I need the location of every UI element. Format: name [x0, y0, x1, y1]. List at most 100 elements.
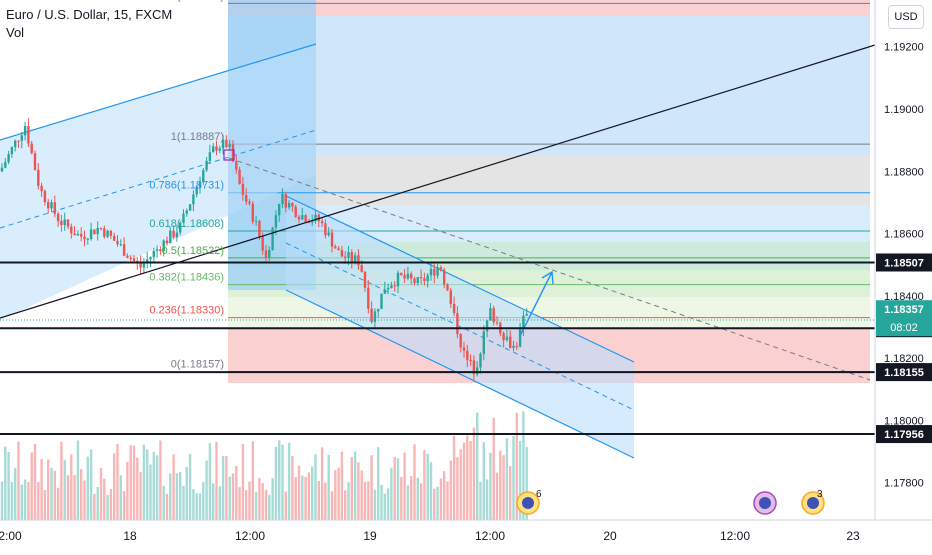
candle-body: [301, 215, 304, 220]
volume-bar: [400, 477, 403, 520]
volume-bar: [76, 440, 80, 520]
volume-bar: [456, 457, 459, 520]
volume-bar: [459, 449, 462, 520]
volume-bar: [410, 476, 413, 520]
candle-body: [142, 263, 146, 268]
candle-body: [502, 333, 505, 341]
candle-body: [400, 272, 403, 275]
candle-body: [132, 258, 136, 261]
volume-bar: [509, 466, 512, 520]
volume-bar: [7, 452, 10, 520]
volume-bar: [212, 483, 215, 520]
volume-bar: [281, 444, 284, 520]
price-tick-label: 1.19000: [884, 104, 924, 116]
volume-bar: [70, 454, 73, 520]
candle-body: [185, 210, 188, 214]
candle-body: [119, 244, 122, 246]
volume-bar: [132, 445, 136, 520]
volume-bar: [27, 482, 30, 520]
volume-bar: [83, 480, 86, 520]
candle-body: [218, 148, 221, 151]
candle-body: [159, 249, 162, 252]
ascending-channel-fill: [0, 44, 316, 320]
volume-bar: [413, 444, 416, 520]
event-badges[interactable]: 6 3: [516, 489, 825, 515]
candle-body: [202, 170, 205, 183]
volume-bar: [175, 473, 179, 520]
candle-body: [370, 308, 373, 322]
volume-bar: [429, 462, 433, 520]
volume-bar: [139, 472, 142, 520]
volume-bar: [476, 412, 479, 520]
volume-bar: [261, 483, 264, 520]
candle-body: [459, 334, 462, 348]
time-tick-label: 18: [123, 529, 137, 543]
candle-body: [367, 287, 370, 309]
candle-body: [126, 255, 129, 258]
candle-body: [489, 308, 492, 321]
volume-bar: [43, 490, 47, 520]
fib-level-label: 0(1.18157): [171, 358, 224, 370]
currency-button[interactable]: USD: [888, 5, 924, 29]
candle-body: [320, 221, 324, 224]
volume-bar: [119, 475, 122, 520]
key-level-axis-tag: [876, 253, 932, 272]
candle-body: [452, 303, 456, 314]
volume-bar: [274, 446, 278, 520]
volume-bar: [357, 462, 360, 520]
candle-body: [350, 252, 353, 262]
volume-bar: [218, 486, 221, 520]
volume-bar: [10, 482, 14, 520]
symbol-title[interactable]: Euro / U.S. Dollar, 15, FXCM: [6, 7, 173, 22]
candle-body: [482, 331, 485, 354]
volume-bar: [406, 485, 410, 520]
volume-bar: [347, 482, 350, 520]
time-tick-label: 2:00: [0, 529, 22, 543]
volume-bar: [518, 440, 522, 520]
price-tick-label: 1.18400: [884, 291, 924, 303]
volume-bar: [202, 482, 205, 520]
candle-body: [56, 213, 60, 222]
volume-bar: [185, 466, 188, 520]
volume-bar: [446, 481, 449, 520]
candle-body: [7, 154, 10, 163]
price-axis[interactable]: 1.19200 1.19000 1.18800 1.18600 1.18400 1.182…: [874, 0, 932, 520]
candle-body: [410, 273, 413, 279]
volume-bar: [23, 479, 27, 520]
volume-bar: [439, 478, 443, 520]
candle-body: [225, 139, 228, 148]
candle-body: [251, 203, 254, 222]
volume-indicator-label[interactable]: Vol: [6, 25, 25, 40]
candle-body: [274, 215, 278, 228]
candle-body: [281, 194, 284, 204]
candle-body: [476, 367, 479, 375]
candle-body: [109, 230, 113, 236]
volume-bar: [320, 447, 324, 520]
volume-bar: [238, 487, 241, 520]
time-axis[interactable]: 2:00 18 12:00 19 12:00 20 12:00 23: [0, 519, 932, 543]
time-tick-label: 20: [603, 529, 617, 543]
candle-body: [522, 315, 525, 329]
candle-body: [423, 278, 426, 282]
candle-body: [96, 227, 99, 235]
candle-body: [254, 220, 258, 222]
price-tick-label: 1.18200: [884, 353, 924, 365]
volume-bar: [17, 441, 20, 520]
fib-anchor-handle[interactable]: [223, 149, 235, 161]
volume-bar: [149, 464, 152, 520]
volume-bar: [330, 491, 334, 520]
candle-body: [383, 289, 386, 294]
fib-level-label: 1.618(1.19339): [149, 0, 224, 2]
candle-body: [505, 336, 509, 341]
candle-body: [179, 222, 182, 233]
candle-body: [165, 240, 169, 244]
candle-body: [357, 255, 360, 266]
candle-body: [284, 194, 287, 208]
chart-legend[interactable]: Euro / U.S. Dollar, 15, FXCM Vol: [6, 6, 172, 42]
candle-body: [155, 249, 159, 251]
candle-body: [103, 228, 106, 237]
candle-body: [89, 229, 93, 239]
candle-body: [426, 275, 429, 282]
